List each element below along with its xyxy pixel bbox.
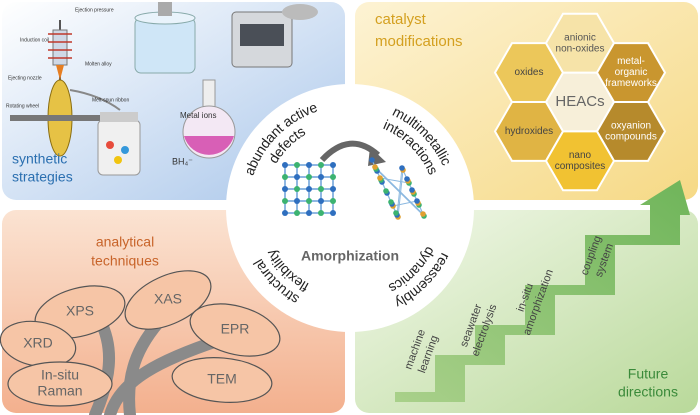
reagent-label: BH₄⁻ <box>172 156 193 166</box>
lattice-atom <box>282 174 288 180</box>
lattice-atom <box>306 162 312 168</box>
section-title: Future <box>628 366 669 382</box>
technique-label: TEM <box>207 371 237 387</box>
network-atom <box>372 164 378 170</box>
hexagon-label: hydroxides <box>505 126 553 137</box>
technique-label: XRD <box>23 335 53 351</box>
hexagon-label: oxides <box>515 67 544 78</box>
lattice-atom <box>294 162 300 168</box>
lattice-atom <box>318 186 324 192</box>
network-atom <box>404 176 410 182</box>
lattice-atom <box>306 174 312 180</box>
lattice-atom <box>330 186 336 192</box>
crystal-lattice <box>282 162 336 216</box>
lattice-atom <box>282 162 288 168</box>
lattice-atom <box>318 210 324 216</box>
network-bond <box>379 177 410 184</box>
section-title: analytical <box>96 234 154 250</box>
hexagon-label: oxyanion <box>611 121 651 132</box>
technique-label: Raman <box>37 383 82 399</box>
hexagon-label: nano <box>569 150 592 161</box>
technique-bubble <box>189 303 281 357</box>
hexagon-label: non-oxides <box>556 43 605 54</box>
center-title: Amorphization <box>301 248 399 264</box>
hexagon-label: composites <box>555 161 606 172</box>
network-atom <box>377 175 383 181</box>
lattice-atom <box>282 198 288 204</box>
lattice-atom <box>306 210 312 216</box>
melt-spinning-apparatus <box>10 20 121 157</box>
hexagon-label: compounds <box>605 132 657 143</box>
lattice-atom <box>294 210 300 216</box>
section-title: synthetic <box>12 151 67 167</box>
lattice-atom <box>330 162 336 168</box>
network-bond <box>374 166 424 215</box>
section-title: catalyst <box>375 11 427 28</box>
hexagon-label: anionic <box>564 32 596 43</box>
technique-bubble <box>124 270 212 330</box>
hexagon-label: frameworks <box>605 78 657 89</box>
apparatus-label: Induction coil <box>20 37 49 43</box>
network-atom <box>409 187 415 193</box>
lattice-atom <box>294 174 300 180</box>
technique-bubble <box>171 357 273 403</box>
apparatus-label: Molten alloy <box>85 61 112 67</box>
network-atom <box>393 210 399 216</box>
network-atom <box>383 188 389 194</box>
apparatus-label: Rotating wheel <box>6 103 39 109</box>
pill-jar <box>97 112 141 176</box>
hexagon-label: organic <box>615 67 648 78</box>
lattice-atom <box>294 186 300 192</box>
technique-label: XPS <box>66 303 94 319</box>
lattice-atom <box>306 186 312 192</box>
technique-label: EPR <box>221 321 250 337</box>
section-title: techniques <box>91 253 159 269</box>
network-atom <box>399 165 405 171</box>
steps-arrow <box>395 180 690 402</box>
technique-bubble <box>7 361 113 407</box>
network-bond <box>375 168 425 217</box>
section-title: strategies <box>12 169 73 185</box>
flask <box>182 79 236 159</box>
reactor-vessel <box>134 2 196 74</box>
tree-trunk <box>24 304 226 415</box>
reagent-label: Metal ions <box>180 111 216 120</box>
lattice-atom <box>294 198 300 204</box>
lattice-atom <box>318 162 324 168</box>
network-atom <box>369 157 375 163</box>
lattice-atom <box>282 210 288 216</box>
lattice-atom <box>282 186 288 192</box>
ball-mill <box>231 4 318 68</box>
lattice-atom <box>330 198 336 204</box>
network-atom <box>414 198 420 204</box>
apparatus-label: Ejection pressure <box>75 7 114 13</box>
network-bond <box>392 200 418 207</box>
hexagon-label: metal- <box>617 56 645 67</box>
section-title: modifications <box>375 33 463 50</box>
section-title: directions <box>618 384 678 400</box>
lattice-atom <box>318 174 324 180</box>
center-circle <box>226 84 474 332</box>
network-atom <box>420 211 426 217</box>
lattice-atom <box>330 174 336 180</box>
apparatus-label: Ejecting nozzle <box>8 75 42 81</box>
amorphous-network <box>369 157 427 220</box>
technique-label: XAS <box>154 291 182 307</box>
network-atom <box>388 199 394 205</box>
lattice-atom <box>306 198 312 204</box>
hexagon <box>544 130 616 192</box>
technique-label: In-situ <box>41 367 79 383</box>
lattice-atom <box>318 198 324 204</box>
center-hexagon-label: HEACs <box>555 93 604 110</box>
lattice-atom <box>330 210 336 216</box>
apparatus-label: Melt-spun ribbon <box>92 97 129 103</box>
